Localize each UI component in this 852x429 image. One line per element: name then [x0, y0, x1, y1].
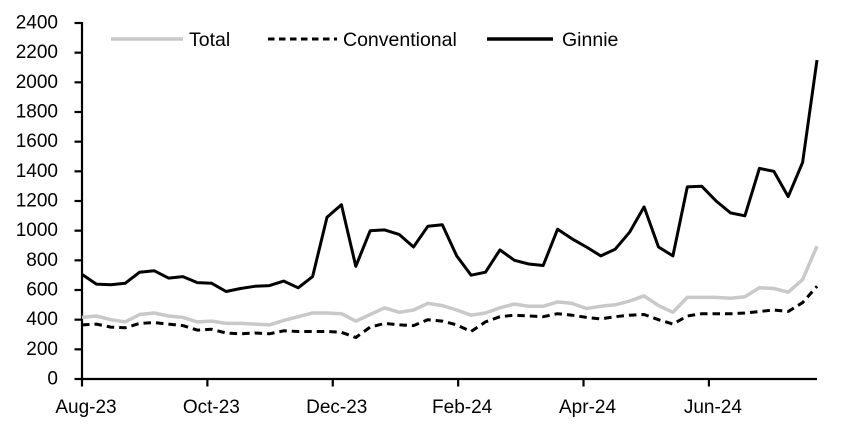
- y-tick-label: 400: [26, 309, 58, 330]
- legend-label-total: Total: [189, 29, 230, 51]
- y-tick-label: 2200: [16, 42, 58, 63]
- y-tick-label: 1400: [16, 161, 58, 182]
- y-tick-label: 800: [26, 250, 58, 271]
- x-tick-label: Apr-24: [559, 397, 616, 418]
- series-layer: [81, 59, 819, 339]
- x-tick-label: Aug-23: [55, 397, 116, 418]
- y-tick-label: 0: [47, 369, 58, 390]
- x-tick-label: Feb-24: [432, 397, 493, 418]
- x-tick-label: Dec-23: [306, 397, 367, 418]
- series-line-conventional: [81, 285, 819, 339]
- series-line-ginnie: [81, 59, 819, 293]
- y-tick-label: 200: [26, 339, 58, 360]
- x-tick-label: Oct-23: [183, 397, 240, 418]
- y-tick-label: 600: [26, 280, 58, 301]
- y-tick-label: 2000: [16, 72, 58, 93]
- y-tick-label: 1600: [16, 131, 58, 152]
- y-axis-tick-labels: 0 200 400 600 800 1000 1200 1400 1600 1800 2000 220…: [16, 13, 58, 390]
- legend: Total Conventional Ginnie: [111, 29, 618, 51]
- y-tick-label: 1000: [16, 220, 58, 241]
- y-tick-label: 2400: [16, 13, 58, 34]
- series-line-total: [81, 245, 819, 327]
- y-tick-label: 1200: [16, 191, 58, 212]
- y-axis-ticks: [74, 21, 82, 381]
- x-tick-label: Jun-24: [684, 397, 743, 418]
- x-axis-ticks: [80, 379, 711, 387]
- x-axis-tick-labels: Aug-23 Oct-23 Dec-23 Feb-24 Apr-24 Jun-24: [55, 397, 742, 418]
- legend-label-ginnie: Ginnie: [562, 29, 618, 51]
- legend-label-conventional: Conventional: [343, 29, 457, 51]
- axes: [80, 22, 817, 381]
- y-tick-label: 1800: [16, 102, 58, 123]
